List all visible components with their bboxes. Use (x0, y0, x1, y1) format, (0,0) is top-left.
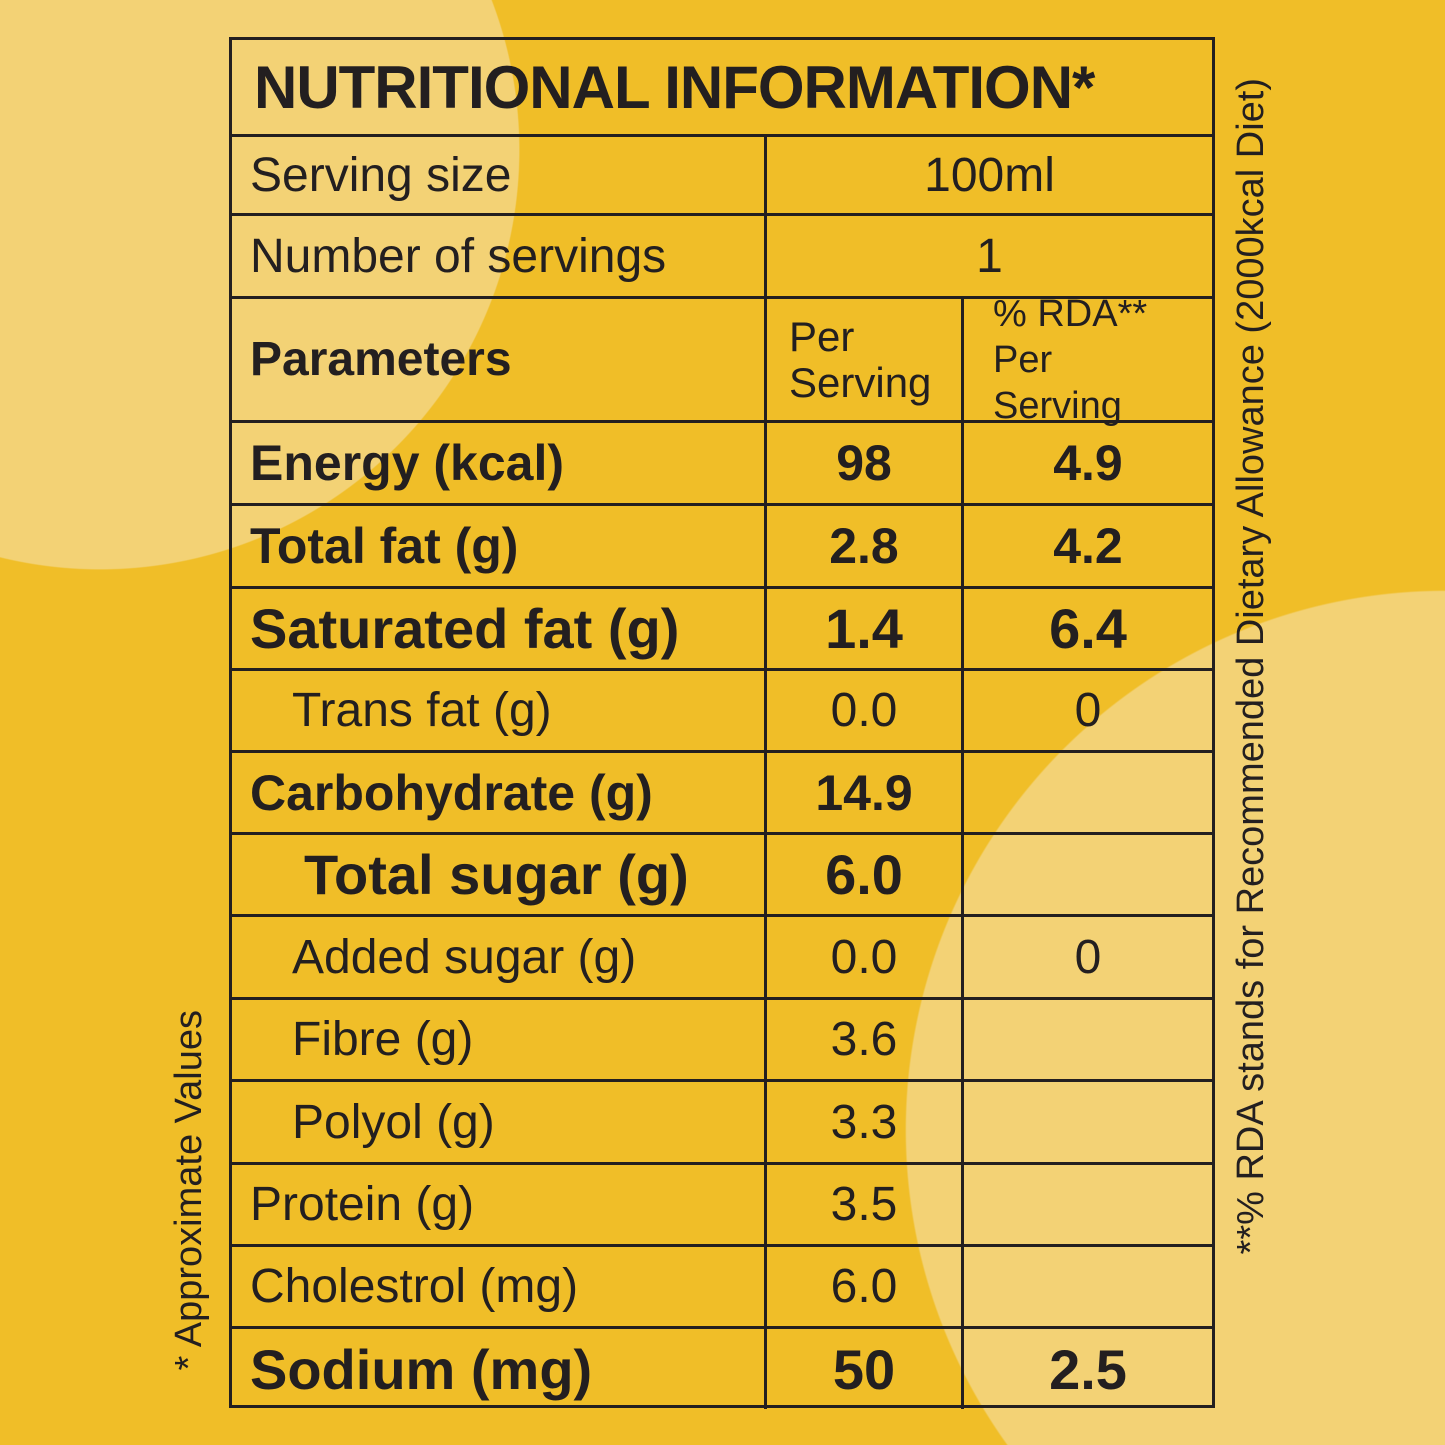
per-serving-value: 6.0 (764, 835, 961, 914)
nutrient-row: Carbohydrate (g) 14.9 (232, 750, 1212, 832)
rda-value (961, 1247, 1212, 1326)
per-serving-value: 1.4 (764, 589, 961, 668)
nutrient-name: Protein (g) (250, 1178, 475, 1231)
rda-value (961, 1082, 1212, 1162)
servings-row: Number of servings 1 (232, 213, 1212, 296)
nutrient-name: Cholestrol (mg) (250, 1260, 579, 1313)
nutrient-name: Fibre (g) (292, 1013, 474, 1066)
header-row: Parameters Per Serving % RDA** Per Servi… (232, 293, 1212, 427)
nutrient-name: Total fat (g) (250, 518, 519, 574)
per-serving-value: 6.0 (764, 1247, 961, 1326)
nutrient-row: Saturated fat (g) 1.4 6.4 (232, 586, 1212, 668)
nutrient-name: Energy (kcal) (250, 435, 565, 491)
servings-value: 1 (764, 216, 1212, 296)
rda-value: 0 (961, 917, 1212, 997)
nutrient-row: Protein (g) 3.5 (232, 1162, 1212, 1244)
rda-footnote: **% RDA stands for Recommended Dietary A… (1230, 78, 1272, 1255)
nutrient-name: Trans fat (g) (292, 684, 552, 737)
serving-size-row: Serving size 100ml (232, 134, 1212, 213)
per-serving-value: 0.0 (764, 671, 961, 750)
per-serving-value: 3.3 (764, 1082, 961, 1162)
nutrient-row: Cholestrol (mg) 6.0 (232, 1244, 1212, 1326)
nutrient-row: Trans fat (g) 0.0 0 (232, 668, 1212, 750)
rda-value: 4.9 (961, 423, 1212, 503)
per-serving-value: 98 (764, 423, 961, 503)
serving-size-label: Serving size (250, 148, 512, 202)
table-title: NUTRITIONAL INFORMATION* (254, 53, 1095, 121)
nutrient-row: Polyol (g) 3.3 (232, 1079, 1212, 1162)
per-serving-value: 2.8 (764, 506, 961, 586)
per-serving-value: 14.9 (764, 753, 961, 832)
nutrient-name: Saturated fat (g) (250, 597, 680, 660)
per-serving-value: 50 (764, 1329, 961, 1409)
nutrient-row: Added sugar (g) 0.0 0 (232, 914, 1212, 997)
parameters-header: Parameters (250, 333, 512, 386)
nutrient-row: Total fat (g) 2.8 4.2 (232, 503, 1212, 586)
nutrition-table: NUTRITIONAL INFORMATION* Serving size 10… (229, 37, 1215, 1409)
rda-value (961, 835, 1212, 914)
rda-value (961, 753, 1212, 832)
rda-value (961, 1000, 1212, 1079)
nutrient-row: Fibre (g) 3.6 (232, 997, 1212, 1079)
rda-value: 6.4 (961, 589, 1212, 668)
nutrient-name: Polyol (g) (292, 1095, 495, 1149)
nutrient-row: Energy (kcal) 98 4.9 (232, 420, 1212, 503)
nutrient-name: Sodium (mg) (250, 1337, 593, 1401)
nutrient-name: Total sugar (g) (304, 843, 689, 906)
rda-value (961, 1165, 1212, 1244)
servings-label: Number of servings (250, 229, 667, 283)
rda-value: 0 (961, 671, 1212, 750)
nutrient-row: Total sugar (g) 6.0 (232, 832, 1212, 914)
serving-size-value: 100ml (764, 137, 1212, 213)
per-serving-header: Per Serving (789, 312, 932, 406)
rda-header: % RDA** Per Serving (993, 292, 1148, 427)
per-serving-value: 3.5 (764, 1165, 961, 1244)
per-serving-value: 3.6 (764, 1000, 961, 1079)
nutrient-row: Sodium (mg) 50 2.5 (232, 1326, 1212, 1409)
approximate-values-note: * Approximate Values (168, 1010, 210, 1371)
rda-value: 4.2 (961, 506, 1212, 586)
per-serving-value: 0.0 (764, 917, 961, 997)
nutrient-name: Added sugar (g) (292, 930, 637, 984)
nutrient-name: Carbohydrate (g) (250, 764, 653, 821)
rda-value: 2.5 (961, 1329, 1212, 1409)
